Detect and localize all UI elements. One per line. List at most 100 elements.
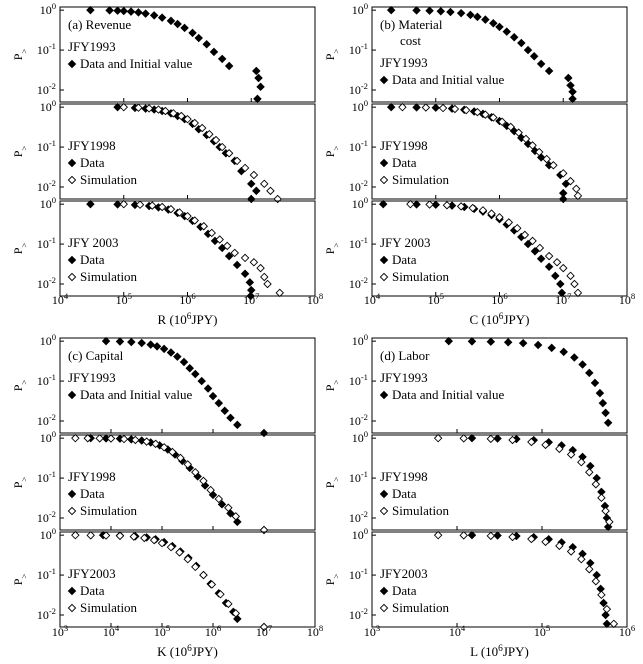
data-point: [557, 288, 567, 298]
x-tick-label: 106: [491, 291, 508, 307]
legend-label: Data and Initial value: [80, 387, 192, 402]
simulation-point: [206, 485, 215, 495]
simulation-point: [566, 450, 576, 459]
data-point: [209, 47, 219, 57]
data-point: [146, 340, 155, 349]
simulation-point: [602, 604, 612, 614]
chart-revenue: 100 10-1 10-2 P> (a) Revenue JFY1993 Data and …: [11, 1, 323, 327]
data-point: [127, 337, 136, 347]
simulation-point: [256, 263, 265, 273]
data-point: [446, 7, 455, 17]
simulation-point: [266, 186, 275, 196]
simulation-point: [115, 531, 125, 541]
y-tick-label: 10-1: [349, 235, 368, 251]
data-point: [601, 408, 610, 418]
data-point: [493, 531, 502, 540]
simulation-point: [521, 134, 531, 144]
simulation-point: [135, 200, 145, 209]
data-point: [489, 19, 498, 28]
data-point: [592, 473, 601, 483]
data-point: [509, 32, 519, 42]
simulation-point: [541, 537, 550, 547]
data-point: [529, 52, 539, 61]
y-tick-label: 100: [40, 526, 56, 542]
data-point: [224, 251, 234, 261]
x-tick-label: 106: [179, 291, 196, 307]
y-axis-label: P>: [323, 243, 341, 255]
x-tick-label: 103: [364, 623, 380, 639]
simulation-point: [559, 263, 568, 273]
simulation-point: [260, 179, 269, 189]
legend-label: Simulation: [392, 269, 450, 284]
x-tick-label: 105: [116, 291, 132, 307]
simulation-point: [142, 437, 151, 446]
panel-labor-1: 100 10-1 10-2 P> (d) Labor JFY1993 Data and In…: [323, 332, 628, 434]
panel-year: JFY2003: [380, 566, 428, 581]
simulation-point: [497, 117, 507, 127]
data-point: [481, 15, 490, 24]
simulation-point: [549, 161, 558, 170]
y-tick-label: 100: [40, 429, 56, 445]
data-point: [157, 13, 167, 22]
data-point: [197, 376, 206, 386]
y-tick-label: 10-2: [349, 81, 368, 97]
data-point: [568, 87, 577, 97]
data-point: [503, 337, 513, 347]
legend-label: Data and Initial value: [80, 56, 192, 71]
data-point: [431, 200, 440, 209]
legend-label: Data and Initial value: [392, 387, 504, 402]
legend-marker: [379, 175, 389, 185]
simulation-point: [119, 199, 128, 209]
simulation-point: [183, 114, 192, 124]
y-tick-label: 10-2: [349, 178, 368, 194]
legend-label: Simulation: [80, 172, 138, 187]
legend-marker: [67, 586, 77, 596]
simulation-point: [585, 468, 594, 477]
data-point: [436, 6, 446, 16]
data-point: [518, 338, 528, 348]
simulation-point: [527, 534, 536, 544]
simulation-point: [161, 106, 170, 116]
data-point: [188, 28, 197, 38]
data-point: [105, 6, 114, 15]
x-tick-label: 108: [619, 291, 635, 307]
data-point: [570, 353, 579, 362]
simulation-point: [217, 142, 227, 152]
simulation-point: [119, 102, 128, 112]
simulation-point: [597, 590, 606, 600]
legend-label: Simulation: [80, 503, 138, 518]
x-tick-label: 103: [52, 623, 68, 639]
data-point: [217, 54, 227, 64]
data-point: [602, 619, 612, 629]
simulation-point: [144, 104, 154, 113]
data-point: [191, 369, 200, 379]
data-point: [126, 7, 136, 16]
y-tick-label: 10-1: [349, 566, 368, 582]
legend-marker: [379, 272, 389, 282]
data-point: [466, 10, 475, 20]
simulation-point: [528, 141, 537, 150]
simulation-point: [119, 434, 129, 444]
simulation-point: [140, 533, 149, 543]
data-point: [233, 614, 242, 624]
chart-labor: 100 10-1 10-2 P> (d) Labor JFY1993 Data and In…: [323, 332, 636, 659]
y-tick-label: 10-2: [349, 412, 368, 428]
legend-label: Simulation: [392, 600, 450, 615]
data-point: [149, 11, 159, 20]
y-tick-label: 100: [40, 1, 56, 17]
simulation-point: [191, 562, 200, 572]
data-point: [486, 337, 496, 346]
y-tick-label: 100: [352, 429, 368, 445]
data-point: [141, 9, 150, 18]
simulation-point: [86, 531, 95, 540]
simulation-point: [442, 200, 452, 210]
panel-material-cost-3: 100 10-1 10-2 P> JFY 2003 Data Simulation: [323, 195, 628, 298]
data-point: [208, 391, 218, 401]
x-tick-label: 108: [307, 291, 323, 307]
simulation-point: [527, 437, 536, 447]
simulation-point: [577, 457, 586, 467]
y-tick-label: 100: [352, 526, 368, 542]
panel-labor-2: 100 10-1 10-2 P> JFY1998 Data Simulation: [323, 429, 628, 532]
y-tick-label: 10-2: [349, 606, 368, 622]
